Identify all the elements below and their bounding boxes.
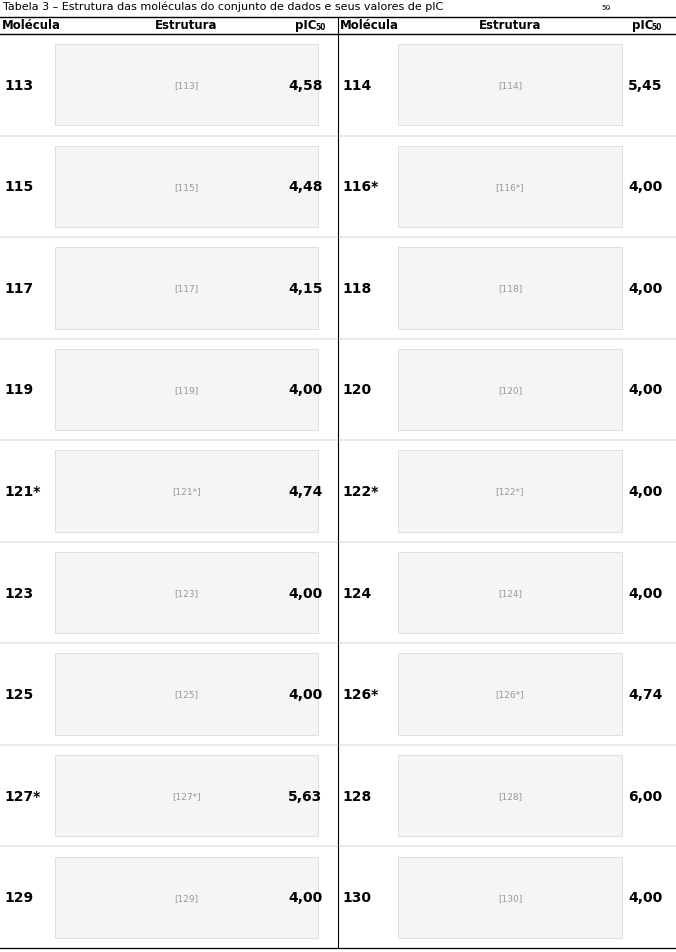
Text: 6,00: 6,00 xyxy=(628,789,662,803)
Text: 121*: 121* xyxy=(4,485,41,499)
Text: [127*]: [127*] xyxy=(172,791,201,801)
Text: 4,00: 4,00 xyxy=(288,585,322,600)
Text: 127*: 127* xyxy=(4,789,41,803)
Bar xyxy=(398,451,622,532)
Bar xyxy=(398,147,622,228)
Text: 130: 130 xyxy=(342,890,371,904)
Text: 4,00: 4,00 xyxy=(288,383,322,397)
Text: 4,74: 4,74 xyxy=(628,687,662,702)
Text: [128]: [128] xyxy=(498,791,522,801)
Text: 117: 117 xyxy=(4,282,33,295)
Bar xyxy=(55,349,318,430)
Text: 50: 50 xyxy=(315,23,325,32)
Text: 123: 123 xyxy=(4,585,33,600)
Text: Estrutura: Estrutura xyxy=(479,19,541,32)
Bar xyxy=(55,248,318,329)
Bar xyxy=(398,349,622,430)
Bar xyxy=(398,857,622,938)
Text: [117]: [117] xyxy=(174,284,199,293)
Text: 4,00: 4,00 xyxy=(628,485,662,499)
Bar xyxy=(55,654,318,735)
Text: [123]: [123] xyxy=(174,588,199,598)
Text: 5,45: 5,45 xyxy=(628,79,662,92)
Text: [118]: [118] xyxy=(498,284,522,293)
Text: 113: 113 xyxy=(4,79,33,92)
Text: .: . xyxy=(607,1,610,11)
Text: Tabela 3 – Estrutura das moléculas do conjunto de dados e seus valores de pIC: Tabela 3 – Estrutura das moléculas do co… xyxy=(3,1,443,11)
Text: 122*: 122* xyxy=(342,485,379,499)
Text: 115: 115 xyxy=(4,180,33,194)
Bar xyxy=(55,755,318,837)
Text: 4,48: 4,48 xyxy=(288,180,322,194)
Bar xyxy=(55,552,318,633)
Text: pIC: pIC xyxy=(295,19,316,32)
Text: 128: 128 xyxy=(342,789,371,803)
Bar xyxy=(398,755,622,837)
Text: Molécula: Molécula xyxy=(340,19,399,32)
Text: Molécula: Molécula xyxy=(2,19,61,32)
Text: [120]: [120] xyxy=(498,386,522,394)
Text: [125]: [125] xyxy=(174,690,199,699)
Bar xyxy=(398,248,622,329)
Text: 116*: 116* xyxy=(342,180,379,194)
Text: 4,00: 4,00 xyxy=(628,890,662,904)
Text: [113]: [113] xyxy=(174,81,199,90)
Bar xyxy=(398,654,622,735)
Text: 129: 129 xyxy=(4,890,33,904)
Text: 126*: 126* xyxy=(342,687,379,702)
Text: [116*]: [116*] xyxy=(496,183,525,191)
Text: 4,00: 4,00 xyxy=(628,585,662,600)
Text: [124]: [124] xyxy=(498,588,522,598)
Text: [130]: [130] xyxy=(498,893,522,902)
Bar xyxy=(55,451,318,532)
Text: [119]: [119] xyxy=(174,386,199,394)
Text: 4,00: 4,00 xyxy=(288,890,322,904)
Text: Estrutura: Estrutura xyxy=(155,19,218,32)
Text: 119: 119 xyxy=(4,383,33,397)
Bar xyxy=(55,45,318,127)
Text: 120: 120 xyxy=(342,383,371,397)
Text: 4,00: 4,00 xyxy=(288,687,322,702)
Text: pIC: pIC xyxy=(632,19,654,32)
Text: 124: 124 xyxy=(342,585,371,600)
Bar xyxy=(55,147,318,228)
Text: [126*]: [126*] xyxy=(496,690,525,699)
Text: 118: 118 xyxy=(342,282,371,295)
Text: 4,00: 4,00 xyxy=(628,282,662,295)
Bar xyxy=(55,857,318,938)
Text: 5,63: 5,63 xyxy=(288,789,322,803)
Text: 4,15: 4,15 xyxy=(288,282,322,295)
Text: [115]: [115] xyxy=(174,183,199,191)
Bar xyxy=(398,552,622,633)
Text: [114]: [114] xyxy=(498,81,522,90)
Text: 50: 50 xyxy=(601,5,610,10)
Text: 4,58: 4,58 xyxy=(288,79,322,92)
Text: [122*]: [122*] xyxy=(496,487,525,496)
Text: 4,74: 4,74 xyxy=(288,485,322,499)
Text: 4,00: 4,00 xyxy=(628,383,662,397)
Text: [129]: [129] xyxy=(174,893,199,902)
Text: 114: 114 xyxy=(342,79,371,92)
Text: 125: 125 xyxy=(4,687,33,702)
Text: [121*]: [121*] xyxy=(172,487,201,496)
Bar xyxy=(398,45,622,127)
Text: 50: 50 xyxy=(651,23,661,32)
Text: 4,00: 4,00 xyxy=(628,180,662,194)
